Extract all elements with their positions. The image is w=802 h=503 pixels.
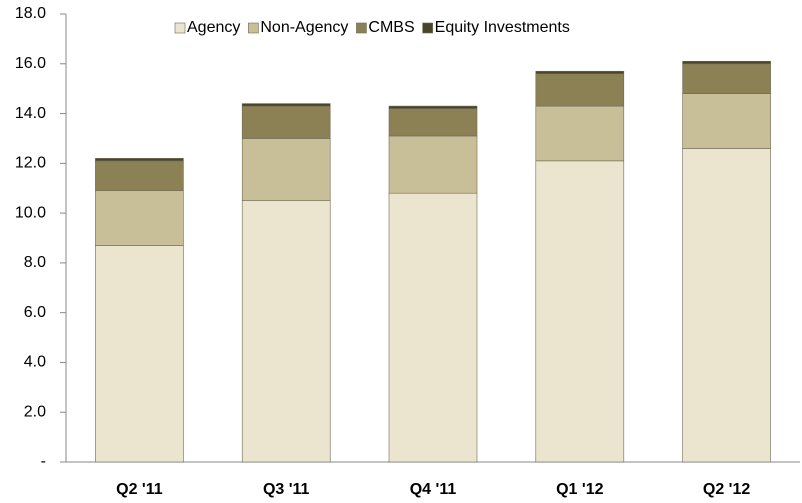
bar-segment <box>95 158 184 162</box>
y-tick-label: 12.0 <box>15 155 46 172</box>
bar-segment <box>535 160 625 463</box>
x-tick-label: Q2 '11 <box>116 481 163 498</box>
bar-segment <box>241 200 331 463</box>
y-tick-label: 8.0 <box>24 254 46 271</box>
y-tick-label: 10.0 <box>15 204 46 221</box>
bar-segment <box>241 138 331 201</box>
legend-label: Agency <box>187 19 240 36</box>
bar-segment <box>241 103 331 107</box>
bar-segment <box>388 135 478 194</box>
legend-label: Non-Agency <box>260 19 348 36</box>
y-tick-label: 6.0 <box>24 304 46 321</box>
legend-label: Equity Investments <box>435 19 570 36</box>
bar-segment <box>388 192 478 463</box>
legend-label: CMBS <box>368 19 414 36</box>
bar-segment <box>682 60 771 65</box>
bar-segment <box>682 93 771 149</box>
bar-segment <box>682 148 771 463</box>
y-tick-label: 2.0 <box>24 403 46 420</box>
x-tick-label: Q4 '11 <box>410 481 457 498</box>
bar-segment <box>95 190 184 246</box>
bar-segment <box>241 105 331 139</box>
legend-swatch <box>422 22 433 34</box>
legend-swatch <box>174 22 186 34</box>
x-tick-label: Q1 '12 <box>556 481 603 498</box>
x-tick-label: Q2 '12 <box>703 481 750 498</box>
bar-segment <box>95 160 184 192</box>
y-tick-label: 16.0 <box>15 55 46 72</box>
bar-segment <box>95 245 184 463</box>
y-tick-label: 4.0 <box>24 354 46 371</box>
bar-segment <box>682 63 771 94</box>
bar-segment <box>388 108 478 137</box>
x-tick-label: Q3 '11 <box>263 481 310 498</box>
bar-segment <box>535 70 625 75</box>
bar-segment <box>388 105 478 109</box>
y-tick-label: - <box>41 453 46 470</box>
y-tick-label: 18.0 <box>15 5 46 22</box>
y-tick-label: 14.0 <box>15 105 46 122</box>
legend-swatch <box>248 22 259 34</box>
bar-segment <box>535 73 625 107</box>
bar-segment <box>535 105 625 162</box>
legend-swatch <box>356 22 367 34</box>
